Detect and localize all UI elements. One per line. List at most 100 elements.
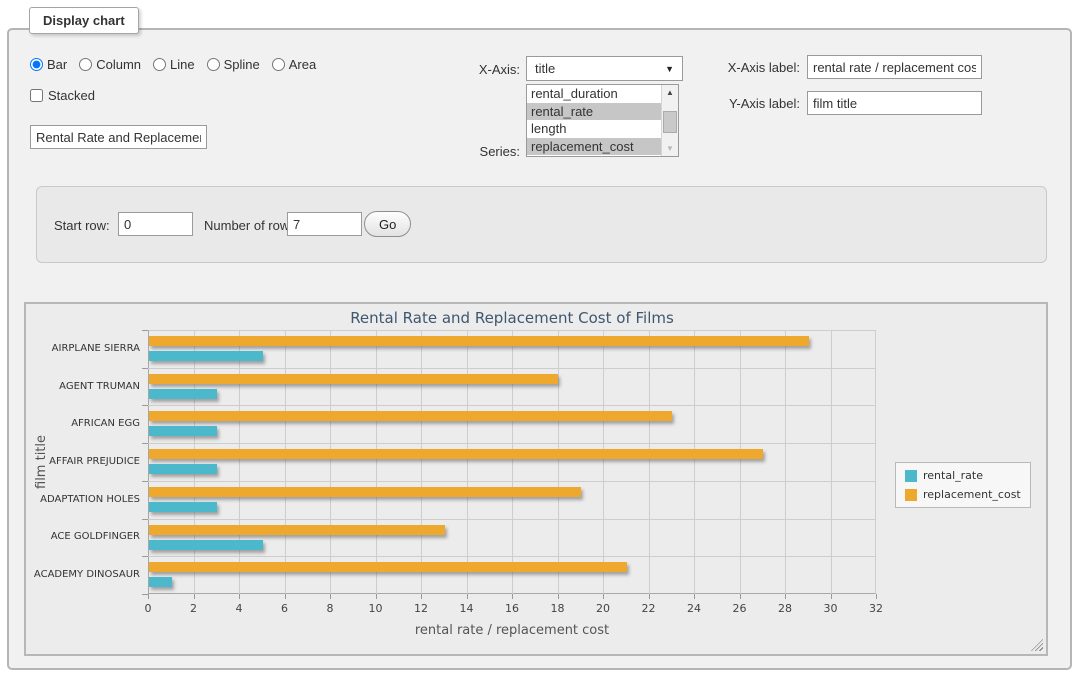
- radio-area-label: Area: [289, 57, 316, 72]
- panel-title: Display chart: [29, 7, 139, 34]
- bar-rental-rate: [149, 351, 263, 361]
- bar-rental-rate: [149, 389, 217, 399]
- radio-column-label: Column: [96, 57, 141, 72]
- grid-line: [285, 330, 286, 594]
- radio-column[interactable]: [79, 58, 92, 71]
- grid-line: [694, 330, 695, 594]
- y-axis-tick: [142, 594, 148, 595]
- series-option-length[interactable]: length: [527, 120, 661, 138]
- bar-replacement-cost: [149, 487, 581, 497]
- grid-line: [603, 330, 604, 594]
- legend-item-rental-rate[interactable]: rental_rate: [905, 469, 1021, 482]
- chart-type-radio-group: Bar Column Line Spline Area: [30, 57, 316, 72]
- x-axis-tick: [512, 594, 513, 599]
- y-axis-label-input[interactable]: [807, 91, 982, 115]
- grid-line: [376, 330, 377, 594]
- y-axis-tick: [142, 443, 148, 444]
- series-option-list: rental_duration rental_rate length repla…: [527, 85, 661, 156]
- x-tick-label: 32: [858, 602, 894, 615]
- start-row-input[interactable]: [118, 212, 193, 236]
- x-tick-label: 12: [403, 602, 439, 615]
- bar-replacement-cost: [149, 449, 763, 459]
- chart-title-input[interactable]: [30, 125, 207, 149]
- series-option-rental-duration[interactable]: rental_duration: [527, 85, 661, 103]
- x-tick-label: 26: [722, 602, 758, 615]
- bar-chart: Rental Rate and Replacement Cost of Film…: [26, 304, 1046, 654]
- x-axis-select-label: X-Axis:: [430, 62, 520, 77]
- y-axis-tick: [142, 330, 148, 331]
- go-button[interactable]: Go: [364, 211, 411, 237]
- radio-option-line: Line: [153, 57, 195, 72]
- stacked-checkbox[interactable]: [30, 89, 43, 102]
- x-tick-label: 14: [449, 602, 485, 615]
- x-axis-label-field-label: X-Axis label:: [700, 60, 800, 75]
- grid-line: [148, 368, 876, 369]
- chart-title: Rental Rate and Replacement Cost of Film…: [148, 309, 876, 327]
- chart-panel: Rental Rate and Replacement Cost of Film…: [24, 302, 1048, 656]
- x-axis-label-input[interactable]: [807, 55, 982, 79]
- x-axis-select-value: title: [535, 61, 555, 76]
- legend-swatch-icon: [905, 489, 917, 501]
- x-axis-tick: [330, 594, 331, 599]
- x-axis-tick: [558, 594, 559, 599]
- series-listbox[interactable]: rental_duration rental_rate length repla…: [526, 84, 679, 157]
- start-row-label: Start row:: [54, 218, 110, 233]
- bar-replacement-cost: [149, 562, 627, 572]
- scrollbar-down-arrow-icon[interactable]: ▼: [662, 141, 678, 156]
- x-tick-label: 30: [813, 602, 849, 615]
- x-axis-tick: [876, 594, 877, 599]
- radio-area[interactable]: [272, 58, 285, 71]
- grid-line: [194, 330, 195, 594]
- scrollbar-track[interactable]: [662, 100, 678, 141]
- bar-replacement-cost: [149, 336, 809, 346]
- radio-line-label: Line: [170, 57, 195, 72]
- x-tick-label: 2: [176, 602, 212, 615]
- radio-bar[interactable]: [30, 58, 43, 71]
- bar-rental-rate: [149, 426, 217, 436]
- legend-item-replacement-cost[interactable]: replacement_cost: [905, 488, 1021, 501]
- x-tick-label: 4: [221, 602, 257, 615]
- x-axis-tick: [694, 594, 695, 599]
- grid-line: [831, 330, 832, 594]
- grid-line: [785, 330, 786, 594]
- bar-replacement-cost: [149, 525, 445, 535]
- x-axis-tick: [239, 594, 240, 599]
- x-axis-title: rental rate / replacement cost: [148, 623, 876, 638]
- x-axis-tick: [194, 594, 195, 599]
- grid-line: [148, 443, 876, 444]
- grid-line: [148, 519, 876, 520]
- legend-swatch-icon: [905, 470, 917, 482]
- number-of-rows-input[interactable]: [287, 212, 362, 236]
- series-list-scrollbar[interactable]: ▲ ▼: [661, 85, 678, 156]
- x-axis-tick: [740, 594, 741, 599]
- x-tick-label: 10: [358, 602, 394, 615]
- number-of-rows-label: Number of rows:: [204, 218, 299, 233]
- x-tick-label: 24: [676, 602, 712, 615]
- x-tick-label: 20: [585, 602, 621, 615]
- radio-bar-label: Bar: [47, 57, 67, 72]
- x-tick-label: 18: [540, 602, 576, 615]
- radio-option-column: Column: [79, 57, 141, 72]
- radio-spline-label: Spline: [224, 57, 260, 72]
- grid-line: [467, 330, 468, 594]
- stacked-label: Stacked: [48, 88, 95, 103]
- grid-line: [148, 405, 876, 406]
- x-tick-label: 22: [631, 602, 667, 615]
- x-tick-label: 8: [312, 602, 348, 615]
- grid-line: [512, 330, 513, 594]
- scrollbar-thumb[interactable]: [663, 111, 677, 133]
- x-tick-label: 6: [267, 602, 303, 615]
- radio-spline[interactable]: [207, 58, 220, 71]
- grid-line: [148, 481, 876, 482]
- series-option-replacement-cost[interactable]: replacement_cost: [527, 138, 661, 156]
- x-axis-select[interactable]: title ▼: [526, 56, 683, 81]
- x-axis-tick: [148, 594, 149, 599]
- y-axis-tick: [142, 519, 148, 520]
- radio-option-spline: Spline: [207, 57, 260, 72]
- y-axis-tick: [142, 368, 148, 369]
- grid-line: [740, 330, 741, 594]
- series-option-rental-rate[interactable]: rental_rate: [527, 103, 661, 121]
- scrollbar-up-arrow-icon[interactable]: ▲: [662, 85, 678, 100]
- radio-line[interactable]: [153, 58, 166, 71]
- x-axis-tick: [421, 594, 422, 599]
